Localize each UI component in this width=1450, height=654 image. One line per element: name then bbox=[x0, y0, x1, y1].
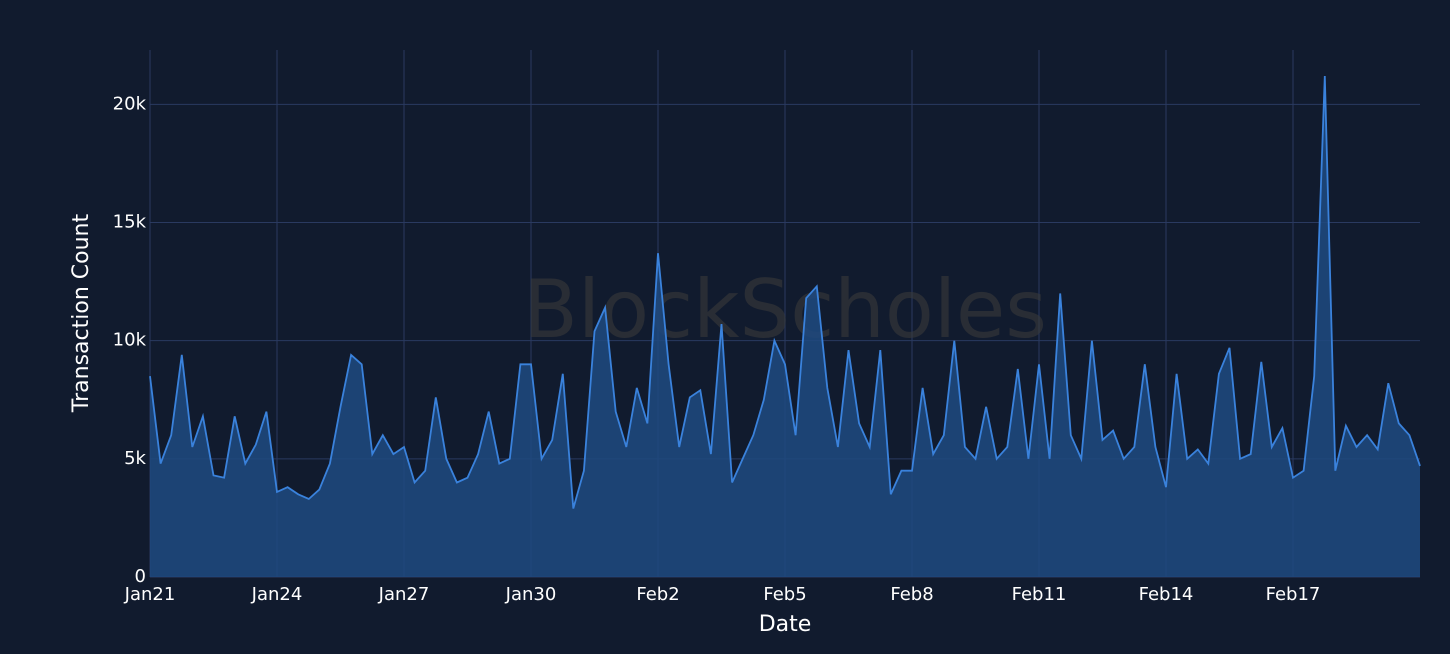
y-tick-label: 0 bbox=[135, 566, 146, 587]
area-line bbox=[149, 75, 1421, 509]
y-tick-label: 5k bbox=[124, 448, 146, 469]
y-tick-label: 15k bbox=[113, 212, 147, 233]
watermark: BlockScholes bbox=[523, 263, 1047, 356]
x-tick-label: Jan27 bbox=[378, 584, 430, 605]
x-tick-label: Feb8 bbox=[890, 584, 933, 605]
x-tick-label: Feb11 bbox=[1012, 584, 1067, 605]
x-tick-label: Feb2 bbox=[636, 584, 679, 605]
x-tick-label: Feb14 bbox=[1139, 584, 1194, 605]
x-tick-label: Jan30 bbox=[505, 584, 557, 605]
x-axis-title: Date bbox=[759, 612, 812, 637]
x-tick-label: Jan21 bbox=[124, 584, 176, 605]
x-tick-label: Feb17 bbox=[1266, 584, 1321, 605]
y-tick-label: 20k bbox=[113, 93, 147, 114]
y-tick-label: 10k bbox=[113, 330, 147, 351]
y-axis-title: Transaction Count bbox=[69, 214, 94, 414]
x-tick-label: Jan24 bbox=[251, 584, 303, 605]
x-tick-label: Feb5 bbox=[763, 584, 806, 605]
area-fill bbox=[150, 76, 1420, 577]
